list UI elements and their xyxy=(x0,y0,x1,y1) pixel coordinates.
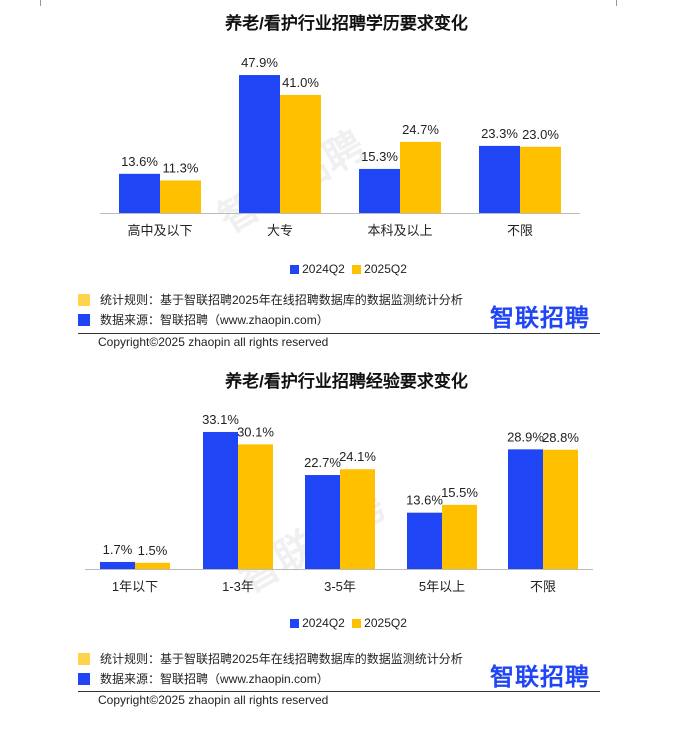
bar-2025Q2 xyxy=(340,469,375,569)
x-tick-label: 1年以下 xyxy=(112,579,158,594)
data-label: 28.8% xyxy=(542,430,579,445)
x-tick-label: 本科及以上 xyxy=(367,223,432,238)
x-tick-label: 3-5年 xyxy=(324,579,356,594)
yellow-square-icon xyxy=(78,294,90,306)
bar-2025Q2 xyxy=(280,94,321,213)
bar-2025Q2 xyxy=(238,444,273,569)
x-tick-label: 不限 xyxy=(507,223,533,238)
bar-2024Q2 xyxy=(239,75,280,213)
bar-2025Q2 xyxy=(442,504,477,569)
legend-swatch-2024 xyxy=(290,619,300,628)
bar-2024Q2 xyxy=(305,475,340,569)
data-label: 13.6% xyxy=(121,154,158,169)
legend-swatch-2025 xyxy=(352,619,362,628)
yellow-square-icon xyxy=(78,653,90,665)
stat-rule-text: 统计规则：基于智联招聘2025年在线招聘数据库的数据监测统计分析 xyxy=(100,652,463,666)
experience-chart: 1.7% 1.5% 1年以下 33.1%30.1% 1-3年 22.7%24.1% 3-5年… xyxy=(85,412,593,594)
data-label: 1.5% xyxy=(138,543,168,558)
crop-mark xyxy=(616,0,617,6)
legend: 2024Q2 2025Q2 xyxy=(0,616,693,630)
zhaopin-logo: 智联招聘 xyxy=(490,305,590,332)
bar-2024Q2 xyxy=(508,449,543,569)
data-label: 1.7% xyxy=(103,542,133,557)
source-note: 数据来源：智联招聘（www.zhaopin.com） xyxy=(78,311,329,328)
data-label: 23.0% xyxy=(522,127,559,142)
data-label: 23.3% xyxy=(481,126,518,141)
data-label: 22.7% xyxy=(304,455,341,470)
x-tick-label: 5年以上 xyxy=(419,579,465,594)
data-label: 11.3% xyxy=(163,160,199,175)
data-label: 13.6% xyxy=(406,493,443,508)
zhaopin-logo: 智联招聘 xyxy=(490,664,590,691)
bar-2024Q2 xyxy=(100,561,135,569)
bar-2025Q2 xyxy=(543,449,578,569)
blue-square-icon xyxy=(78,673,90,685)
crop-mark xyxy=(40,0,41,6)
legend-swatch-2024 xyxy=(290,265,300,274)
source-text: 数据来源：智联招聘（www.zhaopin.com） xyxy=(100,313,329,327)
chart-title-experience: 养老/看护行业招聘经验要求变化 xyxy=(225,372,468,391)
copyright: Copyright©2025 zhaopin all rights reserv… xyxy=(98,335,329,349)
bar-2025Q2 xyxy=(520,146,561,213)
bar-2024Q2 xyxy=(203,431,238,569)
legend-label-2024: 2024Q2 xyxy=(302,262,345,276)
x-tick-label: 不限 xyxy=(530,579,556,594)
chart-title-education: 养老/看护行业招聘学历要求变化 xyxy=(225,14,468,33)
data-label: 30.1% xyxy=(237,424,274,439)
bar-2024Q2 xyxy=(479,145,520,213)
data-label: 15.3% xyxy=(361,149,398,164)
source-note: 数据来源：智联招聘（www.zhaopin.com） xyxy=(78,670,329,687)
x-tick-label: 1-3年 xyxy=(222,579,254,594)
bar-2024Q2 xyxy=(119,173,160,213)
x-tick-label: 大专 xyxy=(267,223,293,238)
legend-label-2024: 2024Q2 xyxy=(302,616,345,630)
education-chart: 13.6% 11.3% 高中及以下 47.9% 41.0% 大专 15.3% 24.7% 本科及… xyxy=(100,55,580,238)
data-label: 28.9% xyxy=(507,429,544,444)
stat-rule-note: 统计规则：基于智联招聘2025年在线招聘数据库的数据监测统计分析 xyxy=(78,650,463,667)
legend-swatch-2025 xyxy=(352,265,362,274)
bar-2024Q2 xyxy=(359,168,400,213)
legend-label-2025: 2025Q2 xyxy=(364,262,407,276)
bar-2025Q2 xyxy=(135,562,170,569)
data-label: 47.9% xyxy=(241,55,278,70)
data-label: 33.1% xyxy=(202,412,239,427)
bar-2025Q2 xyxy=(160,180,201,213)
stat-rule-text: 统计规则：基于智联招聘2025年在线招聘数据库的数据监测统计分析 xyxy=(100,293,463,307)
bar-2024Q2 xyxy=(407,512,442,569)
data-label: 24.7% xyxy=(402,122,439,137)
stat-rule-note: 统计规则：基于智联招聘2025年在线招聘数据库的数据监测统计分析 xyxy=(78,291,463,308)
legend-label-2025: 2025Q2 xyxy=(364,616,407,630)
data-label: 24.1% xyxy=(339,449,376,464)
x-tick-label: 高中及以下 xyxy=(127,223,192,238)
bar-2025Q2 xyxy=(400,141,441,213)
blue-square-icon xyxy=(78,314,90,326)
data-label: 15.5% xyxy=(441,485,478,500)
copyright: Copyright©2025 zhaopin all rights reserv… xyxy=(98,693,329,707)
source-text: 数据来源：智联招聘（www.zhaopin.com） xyxy=(100,672,329,686)
divider xyxy=(78,333,600,334)
divider xyxy=(78,691,600,692)
legend: 2024Q2 2025Q2 xyxy=(0,262,693,276)
data-label: 41.0% xyxy=(282,75,319,90)
